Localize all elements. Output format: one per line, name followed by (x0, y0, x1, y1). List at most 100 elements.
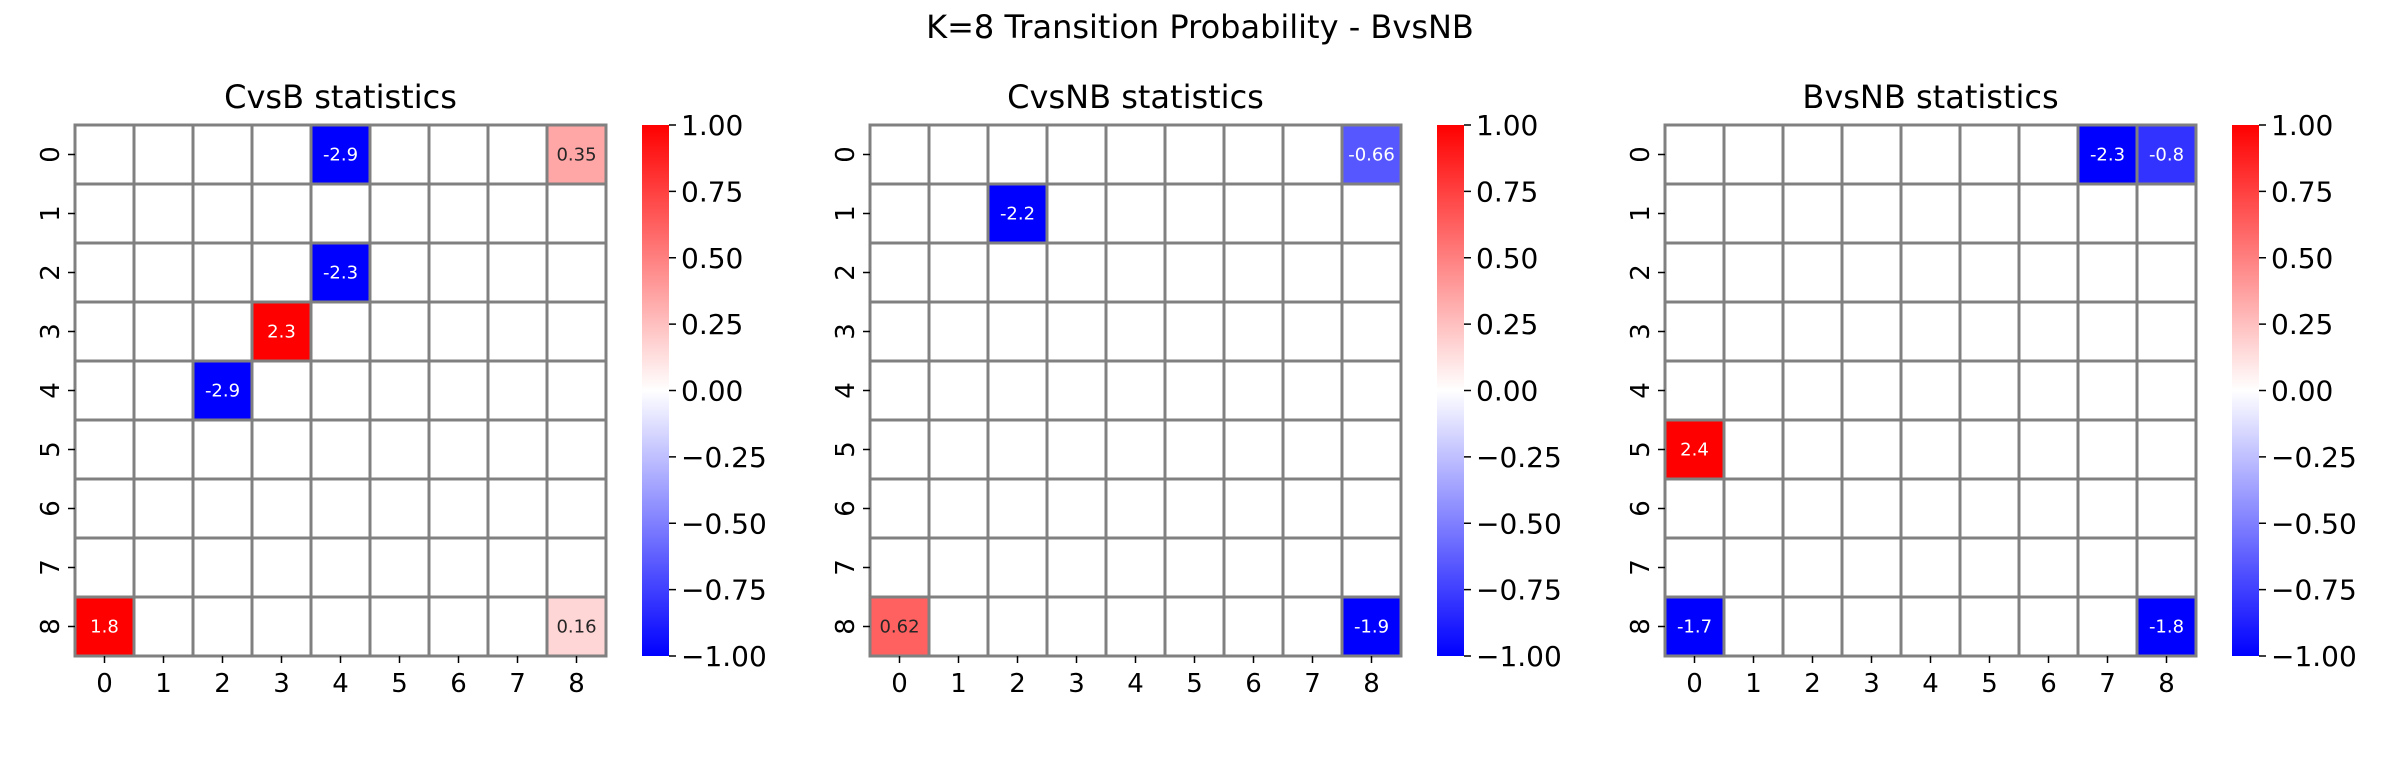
heatmap-cell (2076, 182, 2139, 245)
heatmap-cell (1163, 300, 1226, 363)
heatmap-cell (368, 241, 431, 304)
x-tick-label: 5 (1186, 669, 1203, 699)
x-tick-label: 4 (1922, 669, 1939, 699)
y-tick-label: 5 (831, 441, 861, 458)
heatmap-cell (2076, 359, 2139, 422)
heatmap-cell (1104, 536, 1167, 599)
colorbar-tick-label: −0.75 (1476, 574, 1562, 607)
heatmap-cell (2135, 182, 2198, 245)
heatmap-cell (1781, 359, 1844, 422)
heatmap-cell (2135, 477, 2198, 540)
heatmap-cell (2135, 536, 2198, 599)
heatmap-cell (1781, 300, 1844, 363)
heatmap-cell (368, 595, 431, 658)
heatmap-cell (1722, 123, 1785, 186)
x-tick-label: 0 (891, 669, 908, 699)
heatmap-cell (1281, 241, 1344, 304)
heatmap-cell (545, 241, 608, 304)
heatmap-cell (309, 595, 372, 658)
heatmap-cell (250, 241, 313, 304)
heatmap-cell (1045, 300, 1108, 363)
heatmap-cell (1104, 477, 1167, 540)
heatmap-cell (1781, 123, 1844, 186)
heatmap-cell (1045, 418, 1108, 481)
cell-annotation: -1.8 (2149, 617, 2184, 638)
y-tick-label: 3 (1626, 323, 1656, 340)
colorbar-tick-label: 1.00 (2271, 109, 2333, 142)
heatmap-cell (73, 300, 136, 363)
heatmap-cell (1958, 300, 2021, 363)
heatmap-cell (1840, 300, 1903, 363)
colorbar-tick-label: 0.25 (681, 308, 743, 341)
heatmap-cell (1840, 536, 1903, 599)
heatmap-cell (2017, 536, 2080, 599)
cell-annotation: -2.2 (1000, 204, 1035, 225)
heatmap-cell (1104, 241, 1167, 304)
heatmap-cell (927, 300, 990, 363)
heatmap-cell (1781, 418, 1844, 481)
heatmap-cell (545, 359, 608, 422)
cell-annotation: 2.4 (1680, 440, 1709, 461)
heatmap-cell (250, 182, 313, 245)
heatmap-cell (309, 182, 372, 245)
heatmap-cell (73, 123, 136, 186)
heatmap-cell (1663, 241, 1726, 304)
heatmap-cell (309, 300, 372, 363)
heatmap-cell (1899, 477, 1962, 540)
heatmap-cell (73, 536, 136, 599)
cell-annotation: 0.35 (556, 145, 596, 166)
y-tick-label: 1 (831, 205, 861, 222)
heatmap-cell (545, 300, 608, 363)
x-tick-label: 6 (1245, 669, 1262, 699)
colorbar-tick-label: −0.25 (681, 441, 767, 474)
y-tick-label: 0 (831, 146, 861, 163)
cell-annotation: 0.16 (556, 617, 596, 638)
heatmap-cell (2076, 536, 2139, 599)
heatmap-cell (2017, 477, 2080, 540)
heatmap-cell (1722, 418, 1785, 481)
heatmap-cell (1222, 418, 1285, 481)
heatmap-cell (486, 123, 549, 186)
heatmap-cell (486, 182, 549, 245)
y-tick-label: 7 (1626, 559, 1656, 576)
heatmap-panel: BvsNB statistics -2.3 -0.8 2.4 -1.7 -1.8 0 1 2 3 4… (1626, 78, 2357, 699)
heatmap-cell (132, 418, 195, 481)
heatmap-cell (868, 418, 931, 481)
heatmap-cell (427, 359, 490, 422)
heatmap-cell (1340, 300, 1403, 363)
y-tick-label: 5 (1626, 441, 1656, 458)
x-tick-label: 4 (332, 669, 349, 699)
heatmap-cell (427, 300, 490, 363)
heatmap-cell (927, 182, 990, 245)
heatmap-cell (1340, 182, 1403, 245)
x-tick-label: 8 (2158, 669, 2175, 699)
heatmap-cell (1958, 536, 2021, 599)
heatmap-cell (1899, 359, 1962, 422)
x-tick-label: 8 (568, 669, 585, 699)
heatmap-cell (1222, 241, 1285, 304)
heatmap-cell (1104, 418, 1167, 481)
heatmap-cell (1840, 123, 1903, 186)
heatmap-cell (2135, 300, 2198, 363)
heatmap-panels: CvsB statistics -2.9 0.35 -2.3 2.3 -2.9 1.8 0.1… (36, 78, 2357, 699)
heatmap-cell (1163, 182, 1226, 245)
heatmap-cell (1222, 182, 1285, 245)
heatmap-cell (1781, 241, 1844, 304)
heatmap-cell (927, 359, 990, 422)
y-tick-label: 0 (1626, 146, 1656, 163)
heatmap-cell (1840, 182, 1903, 245)
y-tick-label: 4 (831, 382, 861, 399)
heatmap-cell (486, 359, 549, 422)
heatmap-cell (368, 477, 431, 540)
heatmap-cell (191, 182, 254, 245)
heatmap-cell (545, 477, 608, 540)
heatmap-panel: CvsB statistics -2.9 0.35 -2.3 2.3 -2.9 1.8 0.1… (36, 78, 767, 699)
heatmap-cell (250, 536, 313, 599)
colorbar-tick-label: 0.00 (681, 375, 743, 408)
heatmap-cell (2076, 123, 2139, 186)
heatmap-cell (486, 595, 549, 658)
heatmap-cell (1340, 241, 1403, 304)
panel-title: CvsNB statistics (1007, 78, 1264, 116)
colorbar-tick-label: 0.75 (1476, 175, 1538, 208)
heatmap-cell (2135, 123, 2198, 186)
